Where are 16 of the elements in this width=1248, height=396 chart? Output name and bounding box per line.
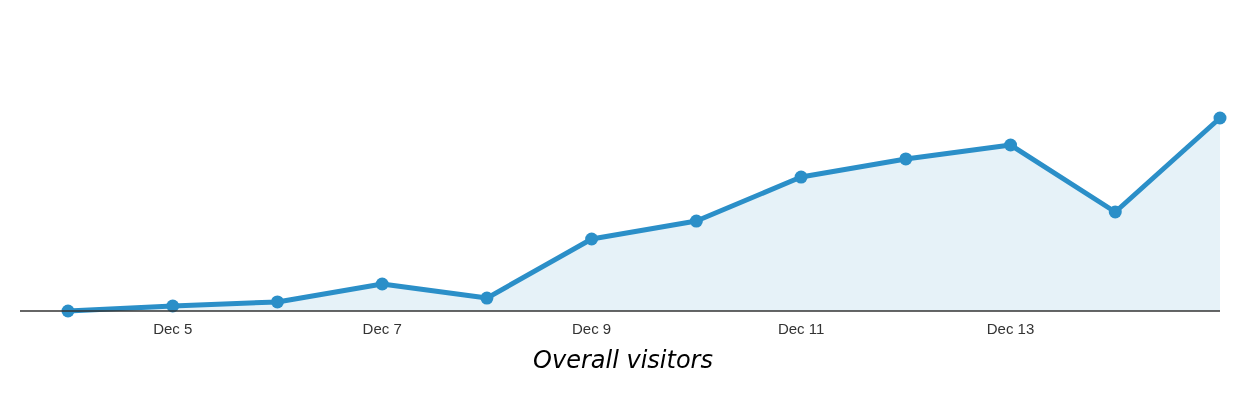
- x-tick-label: Dec 5: [153, 320, 193, 337]
- point: [270, 295, 284, 309]
- point: [480, 291, 494, 305]
- point: [585, 232, 599, 246]
- point: [1004, 138, 1018, 152]
- point: [1213, 111, 1227, 125]
- point: [794, 170, 808, 184]
- x-tick-label: Dec 11: [777, 320, 825, 337]
- x-tick-label: Dec 9: [572, 320, 612, 337]
- point: [1108, 205, 1122, 219]
- point: [689, 214, 703, 228]
- x-tick-label: Dec 7: [362, 320, 402, 337]
- x-tick-label: Dec 13: [986, 320, 1035, 337]
- point: [899, 152, 913, 166]
- text: Overall visitors: [533, 346, 713, 374]
- point: [375, 277, 389, 291]
